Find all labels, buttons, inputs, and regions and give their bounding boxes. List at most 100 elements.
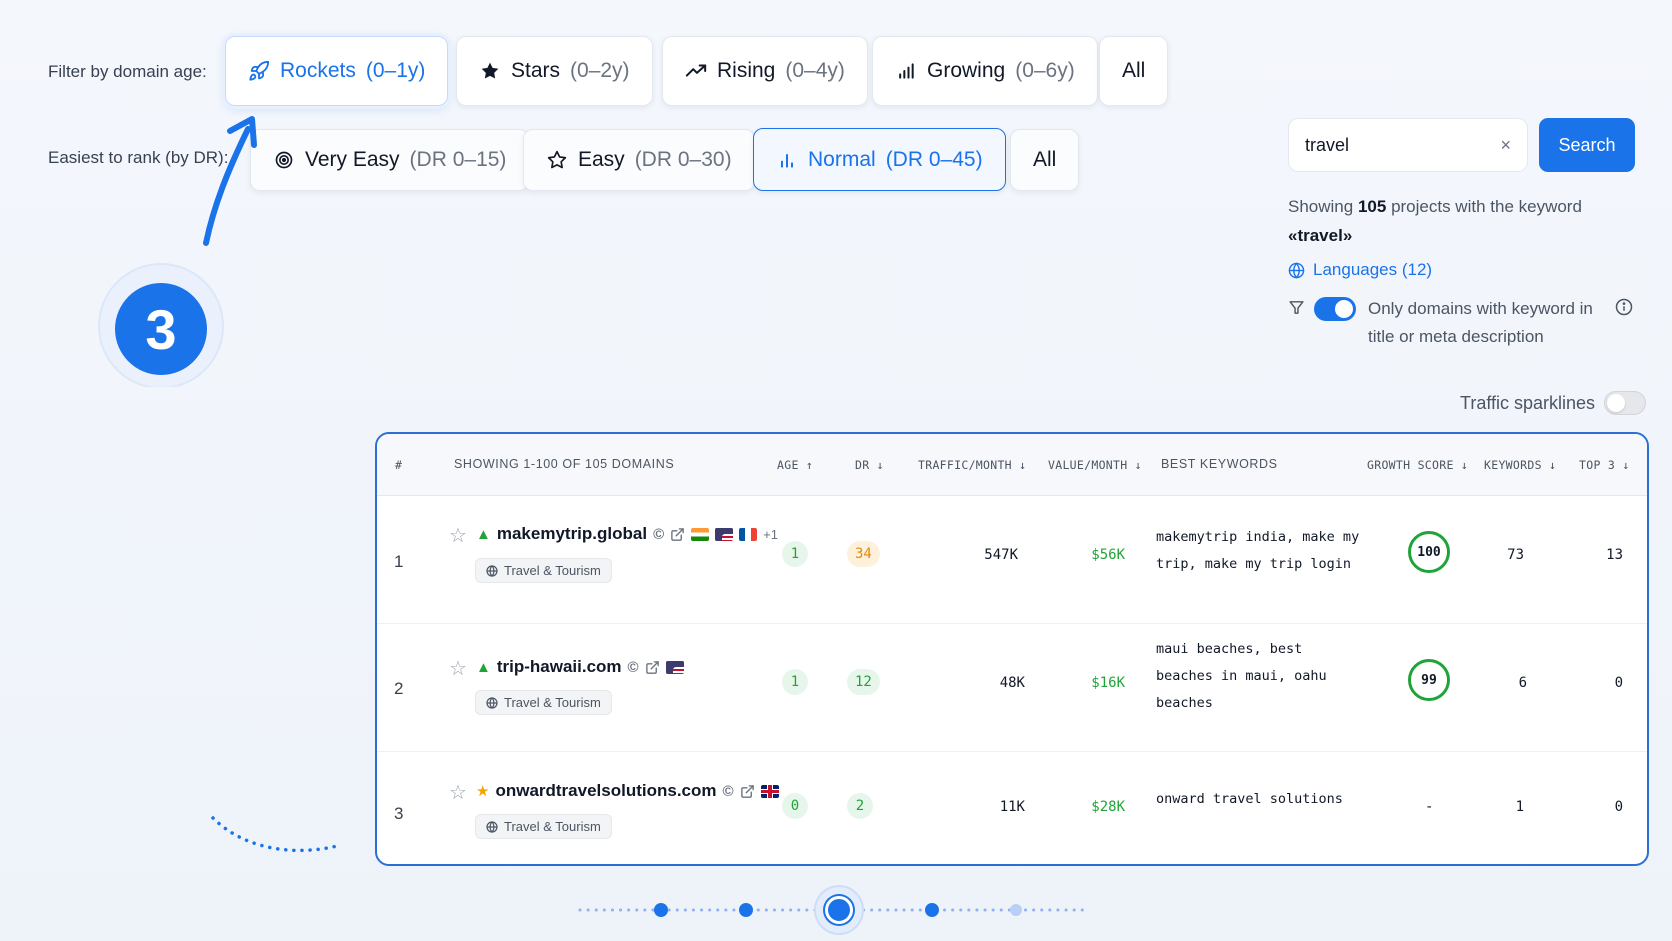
table-header: # SHOWING 1-100 OF 105 DOMAINS AGE ↑ DR … — [377, 434, 1647, 496]
copyright-icon: © — [722, 782, 734, 800]
keyword-line: trip, make my trip login — [1156, 556, 1352, 572]
age-pill: 0 — [782, 793, 808, 819]
col-keywords[interactable]: KEYWORDS ↓ — [1484, 458, 1557, 472]
row-top3: 0 — [1614, 675, 1623, 691]
languages-label: Languages (12) — [1313, 260, 1433, 279]
step-number: 3 — [115, 283, 207, 375]
external-link-icon[interactable] — [670, 527, 685, 542]
globe-icon — [1288, 261, 1305, 279]
info-icon[interactable] — [1615, 298, 1633, 316]
external-link-icon[interactable] — [645, 660, 660, 675]
domain-name[interactable]: makemytrip.global — [496, 524, 648, 543]
target-icon — [273, 149, 295, 171]
age-filter-stars[interactable]: Stars (0–2y) — [456, 36, 653, 106]
row-growth: - — [1425, 799, 1434, 815]
chip-range: (DR 0–45) — [885, 147, 983, 171]
row-keywords: 73 — [1507, 547, 1524, 563]
chip-name: All — [1033, 148, 1057, 171]
row-category: Travel & Tourism — [475, 558, 612, 583]
dr-pill: 34 — [847, 541, 880, 567]
col-dr[interactable]: DR ↓ — [855, 458, 884, 472]
chip-range: (0–2y) — [570, 59, 630, 82]
progress-dot[interactable] — [1010, 904, 1022, 916]
table-row[interactable]: 2 ☆ ▲ trip-hawaii.com © Travel & Tourism… — [377, 624, 1647, 752]
col-growth[interactable]: GROWTH SCORE ↓ — [1367, 458, 1469, 472]
domain-name[interactable]: trip-hawaii.com — [496, 657, 622, 676]
dr-pill: 2 — [847, 793, 873, 819]
dr-filter-label: Easiest to rank (by DR): — [48, 148, 229, 167]
sparklines-toggle[interactable] — [1604, 391, 1646, 415]
bar-chart-icon — [776, 149, 798, 171]
summary-count: 105 — [1357, 197, 1387, 216]
search-input[interactable] — [1305, 134, 1485, 156]
favorite-star-icon[interactable]: ☆ — [449, 782, 467, 804]
trend-up-icon: ▲ — [476, 525, 491, 543]
progress-dot[interactable] — [739, 903, 753, 917]
globe-icon — [486, 820, 498, 833]
step-badge: 3 — [98, 263, 224, 387]
favorite-star-icon[interactable]: ☆ — [449, 525, 467, 547]
table-row[interactable]: 3 ☆ ★ onwardtravelsolutions.com © Travel… — [377, 752, 1647, 864]
row-best-keywords: onward travel solutions — [1156, 786, 1343, 813]
age-filter-rising[interactable]: Rising (0–4y) — [662, 36, 868, 106]
chip-name: Rising — [717, 59, 776, 82]
dr-filter-very-easy[interactable]: Very Easy (DR 0–15) — [250, 129, 530, 191]
progress-dot-current[interactable] — [814, 885, 864, 935]
table-row[interactable]: 1 ☆ ▲ makemytrip.global © +1 Travel & To… — [377, 496, 1647, 624]
flag-us-icon — [665, 660, 684, 674]
dr-filter-all[interactable]: All — [1010, 129, 1080, 191]
row-age: 1 — [782, 669, 808, 695]
trending-up-icon — [685, 60, 707, 82]
col-showing: SHOWING 1-100 OF 105 DOMAINS — [454, 457, 675, 471]
flag-uk-icon — [760, 784, 779, 798]
row-domain: ▲ makemytrip.global © +1 — [476, 524, 778, 544]
star-badge-icon: ★ — [476, 783, 490, 800]
chip-range: (DR 0–15) — [409, 148, 507, 171]
age-filter-label: Filter by domain age: — [48, 62, 207, 81]
row-rank: 2 — [394, 679, 404, 698]
age-filter-rockets[interactable]: Rockets (0–1y) — [225, 36, 449, 106]
col-value[interactable]: VALUE/MONTH ↓ — [1048, 458, 1142, 472]
chip-name: Easy — [578, 148, 625, 171]
favorite-star-icon[interactable]: ☆ — [449, 658, 467, 680]
row-domain: ▲ trip-hawaii.com © — [476, 657, 684, 677]
summary-keyword: «travel» — [1288, 226, 1353, 245]
row-rank: 3 — [394, 804, 404, 823]
col-top3[interactable]: TOP 3 ↓ — [1579, 458, 1630, 472]
row-best-keywords: maui beaches, best beaches in maui, oahu… — [1156, 636, 1327, 717]
col-rank: # — [395, 458, 403, 472]
globe-icon — [486, 564, 498, 577]
row-age: 1 — [782, 541, 808, 567]
external-link-icon[interactable] — [740, 784, 755, 799]
dr-filter-easy[interactable]: Easy (DR 0–30) — [523, 129, 755, 191]
copyright-icon: © — [653, 525, 665, 543]
row-dr: 2 — [847, 793, 873, 819]
dr-filter-normal[interactable]: Normal (DR 0–45) — [753, 128, 1006, 191]
search-field[interactable]: × — [1288, 118, 1528, 172]
age-filter-all[interactable]: All — [1099, 36, 1169, 106]
chip-name: Rockets — [280, 59, 356, 82]
category-label: Travel & Tourism — [504, 819, 601, 834]
age-filter-growing[interactable]: Growing (0–6y) — [872, 36, 1098, 106]
progress-dot[interactable] — [925, 903, 939, 917]
flag-india-icon — [691, 527, 710, 541]
growth-score: 100 — [1408, 531, 1450, 573]
dotted-curve-decoration — [211, 816, 339, 853]
age-pill: 1 — [782, 669, 808, 695]
search-button[interactable]: Search — [1539, 118, 1635, 172]
category-label: Travel & Tourism — [504, 563, 601, 578]
clear-search-icon[interactable]: × — [1500, 134, 1511, 155]
col-age[interactable]: AGE ↑ — [777, 458, 814, 472]
keyword-line: makemytrip india, make my — [1156, 529, 1360, 545]
progress-dot[interactable] — [654, 903, 668, 917]
row-domain: ★ onwardtravelsolutions.com © — [476, 781, 779, 801]
keyword-only-toggle[interactable] — [1314, 297, 1356, 321]
category-tag: Travel & Tourism — [475, 558, 612, 583]
domain-name[interactable]: onwardtravelsolutions.com — [495, 781, 717, 800]
chip-range: (0–4y) — [785, 59, 845, 82]
copyright-icon: © — [627, 658, 639, 676]
sparklines-label: Traffic sparklines — [1460, 393, 1596, 413]
languages-link[interactable]: Languages (12) — [1288, 260, 1432, 280]
col-traffic[interactable]: TRAFFIC/MONTH ↓ — [918, 458, 1027, 472]
row-traffic: 48K — [999, 675, 1025, 691]
